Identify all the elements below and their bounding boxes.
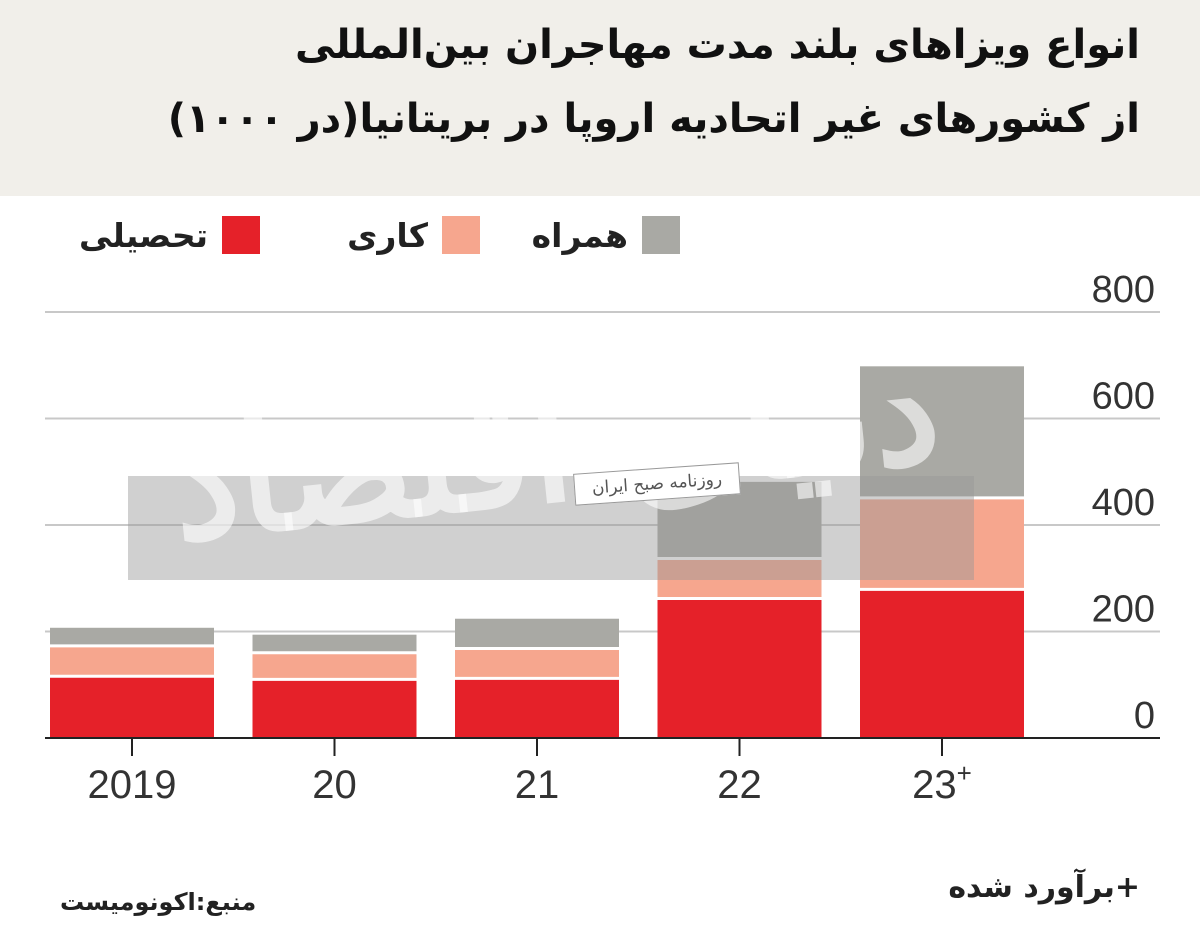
legend-label-dependants: همراه xyxy=(531,215,628,255)
chart-title-line1: انواع ویزاهای بلند مدت مهاجران بین‌الملل… xyxy=(295,22,1140,68)
bar-segment xyxy=(860,589,1024,738)
bar-segment xyxy=(657,598,822,738)
bar-segment xyxy=(860,366,1024,498)
estimate-note: +برآورد شده xyxy=(948,870,1140,905)
x-tick-label: 23+ xyxy=(912,758,972,807)
y-tick-label: 600 xyxy=(1092,376,1155,418)
y-tick-label: 800 xyxy=(1092,269,1155,311)
legend-swatch-dependants xyxy=(642,216,680,254)
bar-segment xyxy=(455,678,619,738)
legend-item-work: کاری xyxy=(347,212,480,258)
bar-segment xyxy=(657,558,822,599)
x-tick-superscript: + xyxy=(957,758,972,788)
bar-segment xyxy=(50,627,214,646)
bar-segment xyxy=(50,676,214,738)
chart-title-line2: از کشورهای غیر اتحادیه اروپا در بریتانیا… xyxy=(167,96,1140,142)
legend-swatch-educational xyxy=(222,216,260,254)
bar-segment xyxy=(252,652,417,680)
legend-swatch-work xyxy=(442,216,480,254)
legend-label-work: کاری xyxy=(347,215,428,255)
bar-segment xyxy=(50,645,214,677)
y-tick-label: 200 xyxy=(1092,589,1155,631)
x-tick-label: 22 xyxy=(717,763,762,807)
legend: تحصیلی کاری همراه xyxy=(10,212,680,258)
bar-segment xyxy=(252,679,417,738)
x-tick-label: 21 xyxy=(515,763,560,807)
legend-item-dependants: همراه xyxy=(532,212,680,258)
x-tick-label: 2019 xyxy=(88,763,177,807)
title-area: انواع ویزاهای بلند مدت مهاجران بین‌الملل… xyxy=(0,0,1200,196)
bar-segment xyxy=(252,634,417,653)
bar-segment xyxy=(860,497,1024,590)
legend-item-educational: تحصیلی xyxy=(79,212,260,258)
watermark-band xyxy=(128,476,974,580)
bar-segment xyxy=(455,618,619,649)
y-tick-label: 0 xyxy=(1134,695,1155,737)
legend-label-educational: تحصیلی xyxy=(78,215,208,255)
source-note: منبع:اکونومیست xyxy=(60,888,257,916)
x-tick-label: 20 xyxy=(312,763,357,807)
y-tick-label: 400 xyxy=(1092,482,1155,524)
bar-segment xyxy=(455,648,619,679)
